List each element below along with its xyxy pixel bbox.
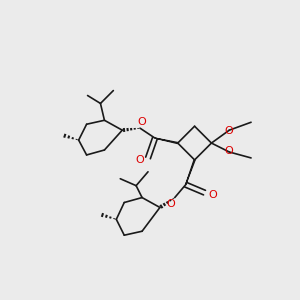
Polygon shape bbox=[155, 138, 178, 143]
Text: O: O bbox=[208, 190, 217, 200]
Text: O: O bbox=[136, 155, 145, 165]
Text: O: O bbox=[224, 126, 233, 136]
Text: O: O bbox=[138, 117, 146, 127]
Text: O: O bbox=[224, 146, 233, 156]
Polygon shape bbox=[186, 160, 195, 185]
Text: O: O bbox=[167, 200, 175, 209]
